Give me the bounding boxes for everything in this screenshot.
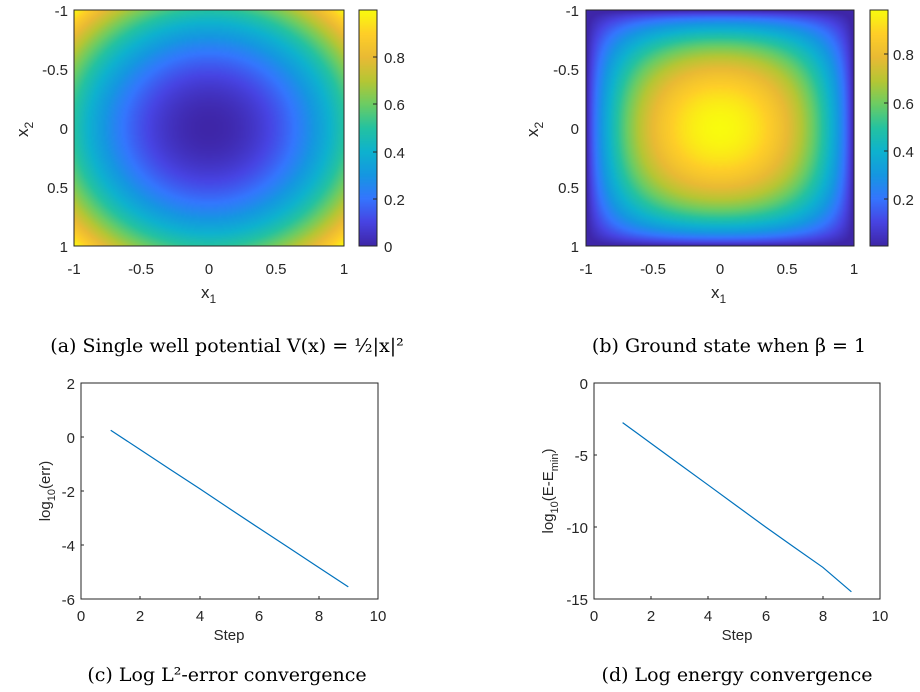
caption-b: (b) Ground state when β = 1 (592, 335, 866, 357)
heatmap-a-xtick: -0.5 (128, 261, 154, 278)
colorbar-a-tick: 0 (384, 239, 392, 256)
line-c-ytick: -4 (62, 538, 75, 555)
line-c-series (110, 429, 349, 588)
line-d-axes (593, 382, 881, 600)
line-d-xtick: 10 (872, 608, 889, 625)
colorbar-b-tick: 0.8 (893, 47, 914, 64)
heatmap-a-xlabel: x1 (201, 283, 217, 306)
heatmap-a-ytick: -1 (55, 3, 68, 20)
colorbar-a-tick: 0.2 (384, 192, 405, 209)
line-d-xtick: 4 (704, 608, 712, 625)
panel-b: -1 -0.5 0 0.5 1 -1 -0.5 0 0.5 1 x1 x2 0.… (523, 3, 914, 357)
heatmap-b-ylabel: x2 (523, 122, 546, 138)
line-c-axes (80, 382, 379, 600)
heatmap-a-yticks: -1 -0.5 0 0.5 1 (42, 3, 68, 256)
caption-d: (d) Log energy convergence (602, 664, 873, 686)
line-d-ytick: 0 (580, 376, 588, 393)
heatmap-a-ytick: 0.5 (47, 180, 68, 197)
line-c-xtick: 4 (196, 608, 204, 625)
heatmap-b-xtick: -1 (579, 261, 592, 278)
heatmap-a-ylabel: x2 (13, 122, 36, 138)
colorbar-a-tick: 0.8 (384, 50, 405, 67)
heatmap-b-ytick: 1 (571, 239, 579, 256)
line-c-xlabel: Step (214, 627, 245, 644)
line-d-xtick: 8 (819, 608, 827, 625)
colorbar-a-tick: 0.6 (384, 97, 405, 114)
heatmap-b-frame (585, 9, 855, 247)
line-c-ylabel: log10(err) (37, 461, 58, 522)
line-d-yticks: 0 -5 -10 -15 (566, 376, 588, 609)
colorbar-b-ticks: 0.2 0.4 0.6 0.8 (884, 47, 914, 209)
heatmap-b-xticks: -1 -0.5 0 0.5 1 (579, 261, 858, 278)
heatmap-b-xtick: 1 (850, 261, 858, 278)
line-d-ytick: -5 (575, 448, 588, 465)
heatmap-b-ytick: 0.5 (558, 180, 579, 197)
line-c-ytick: 0 (67, 430, 75, 447)
colorbar-a-image (359, 10, 377, 246)
heatmap-b-xtick: 0.5 (777, 261, 798, 278)
heatmap-a-xticks: -1 -0.5 0 0.5 1 (67, 261, 348, 278)
panel-d: 0 2 4 6 8 10 0 -5 -10 -15 Step log10(E-E… (540, 376, 888, 686)
line-d-series (622, 422, 852, 593)
line-d-tickmarks (594, 454, 824, 599)
heatmap-a-ytick: 1 (60, 239, 68, 256)
heatmap-a-xtick: 1 (340, 261, 348, 278)
colorbar-a-frame (358, 9, 378, 247)
heatmap-b-ytick: 0 (571, 121, 579, 138)
line-d-ytick: -10 (566, 520, 588, 537)
line-c-xtick: 0 (77, 608, 85, 625)
heatmap-b-xlabel: x1 (711, 283, 727, 306)
colorbar-b-frame (869, 9, 889, 247)
line-c-ytick: 2 (67, 376, 75, 393)
heatmap-a-image (74, 10, 344, 246)
colorbar-a-ticks: 0 0.2 0.4 0.6 0.8 (373, 50, 405, 256)
colorbar-b-image (870, 10, 888, 246)
heatmap-b-image (586, 10, 854, 246)
heatmap-b-xtick: -0.5 (640, 261, 666, 278)
heatmap-a-frame (73, 9, 345, 247)
heatmap-a-ytick: -0.5 (42, 62, 68, 79)
line-c-xtick: 10 (370, 608, 387, 625)
line-c-xtick: 2 (136, 608, 144, 625)
panel-a: -1 -0.5 0 0.5 1 -1 -0.5 0 0.5 1 x1 x2 0 … (13, 3, 405, 357)
caption-c: (c) Log L²-error convergence (87, 664, 366, 686)
line-c-xtick: 8 (315, 608, 323, 625)
line-d-xtick: 0 (590, 608, 598, 625)
line-d-xtick: 2 (647, 608, 655, 625)
line-d-ytick: -15 (566, 592, 588, 609)
colorbar-b-tick: 0.2 (893, 192, 914, 209)
line-c-yticks: 2 0 -2 -4 -6 (62, 376, 75, 609)
line-d-ylabel: log10(E-Emin) (540, 448, 561, 533)
colorbar-a-tick: 0.4 (384, 145, 405, 162)
line-d-xticks: 0 2 4 6 8 10 (590, 608, 889, 625)
heatmap-b-ytick: -1 (566, 3, 579, 20)
line-c-xticks: 0 2 4 6 8 10 (77, 608, 387, 625)
panel-c: 0 2 4 6 8 10 2 0 -2 -4 -6 Step log10(err… (37, 376, 386, 686)
heatmap-b-ytick: -0.5 (553, 62, 579, 79)
heatmap-a-xtick: -1 (67, 261, 80, 278)
line-c-xtick: 6 (255, 608, 263, 625)
heatmap-a-xtick: 0.5 (266, 261, 287, 278)
line-c-ytick: -2 (62, 484, 75, 501)
colorbar-b-tick: 0.6 (893, 96, 914, 113)
heatmap-b-xtick: 0 (716, 261, 724, 278)
heatmap-b-yticks: -1 -0.5 0 0.5 1 (553, 3, 579, 256)
line-d-xtick: 6 (762, 608, 770, 625)
heatmap-a-xtick: 0 (205, 261, 213, 278)
heatmap-a-ytick: 0 (60, 121, 68, 138)
line-c-tickmarks (81, 436, 320, 599)
caption-a: (a) Single well potential V(x) = ½|x|² (50, 335, 403, 357)
colorbar-b-tick: 0.4 (893, 144, 914, 161)
line-c-ytick: -6 (62, 592, 75, 609)
line-d-xlabel: Step (722, 627, 753, 644)
